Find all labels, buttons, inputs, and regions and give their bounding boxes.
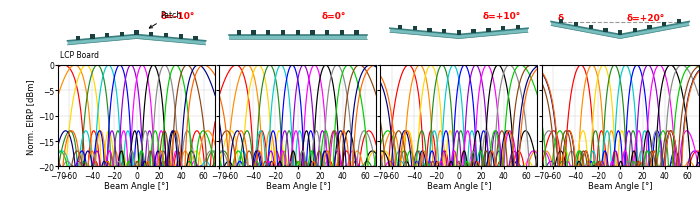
Bar — [120, 33, 124, 37]
Bar — [281, 31, 285, 35]
Bar — [193, 37, 197, 41]
Bar — [486, 29, 491, 33]
Bar — [442, 30, 447, 34]
Text: δ=-10°: δ=-10° — [160, 12, 195, 21]
Text: δ: δ — [557, 14, 564, 22]
Bar — [472, 30, 476, 34]
Bar — [457, 31, 461, 35]
Bar — [325, 31, 330, 35]
X-axis label: Beam Angle [°]: Beam Angle [°] — [588, 181, 652, 190]
Text: δ=+10°: δ=+10° — [482, 12, 521, 21]
Bar — [340, 31, 344, 35]
Bar — [603, 28, 608, 33]
Bar — [266, 31, 270, 35]
Bar — [677, 20, 681, 24]
Bar — [251, 31, 256, 35]
X-axis label: Beam Angle [°]: Beam Angle [°] — [427, 181, 491, 190]
Bar — [310, 31, 314, 35]
Y-axis label: Norm. EIRP [dBm]: Norm. EIRP [dBm] — [26, 79, 35, 154]
Bar — [648, 26, 652, 30]
Text: Patch: Patch — [149, 12, 181, 29]
X-axis label: Beam Angle [°]: Beam Angle [°] — [265, 181, 330, 190]
Bar — [295, 31, 300, 35]
Bar — [618, 31, 622, 35]
Bar — [90, 35, 94, 39]
Polygon shape — [390, 29, 528, 39]
Bar — [178, 35, 183, 39]
Bar — [105, 34, 109, 38]
Bar — [516, 26, 520, 30]
Text: LCP Board: LCP Board — [60, 51, 99, 60]
Bar — [134, 31, 139, 35]
Polygon shape — [551, 22, 690, 39]
Bar — [501, 27, 505, 31]
Bar — [398, 26, 402, 30]
Bar — [633, 28, 637, 33]
Text: δ=0°: δ=0° — [321, 12, 346, 21]
Bar — [574, 23, 578, 27]
Bar — [164, 34, 168, 38]
Bar — [354, 31, 359, 35]
Bar — [76, 37, 80, 41]
Text: δ=+20°: δ=+20° — [626, 14, 664, 22]
X-axis label: Beam Angle [°]: Beam Angle [°] — [104, 181, 169, 190]
Bar — [412, 27, 417, 31]
Polygon shape — [67, 35, 206, 46]
Bar — [559, 20, 564, 24]
Bar — [662, 23, 666, 27]
Bar — [589, 26, 593, 30]
Bar — [427, 29, 432, 33]
Polygon shape — [229, 35, 367, 39]
Bar — [149, 33, 153, 37]
Bar — [237, 31, 241, 35]
